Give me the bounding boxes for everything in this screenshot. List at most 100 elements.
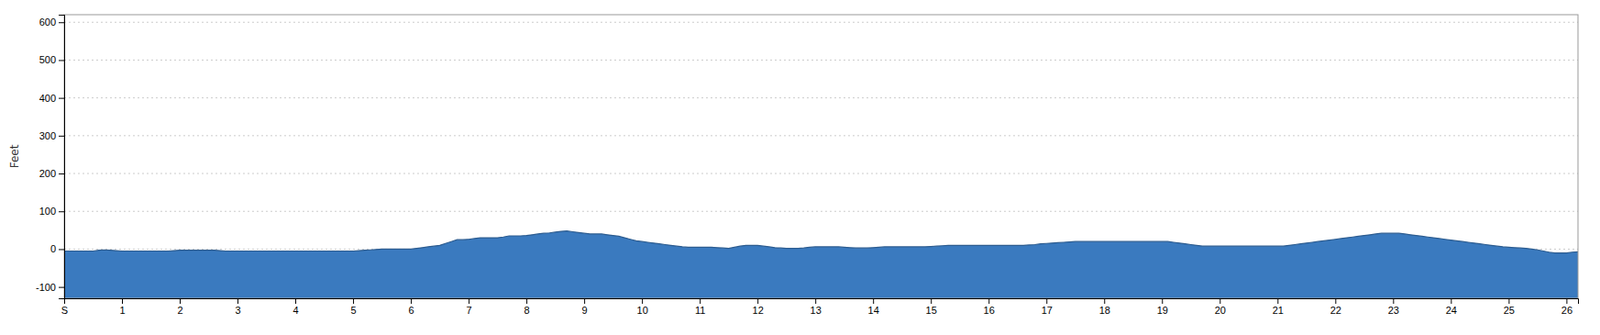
y-tick-mark: [58, 248, 65, 250]
y-tick-label: 100: [39, 205, 56, 217]
x-tick: 16: [983, 297, 995, 316]
x-tick-mark: [1508, 297, 1510, 304]
grid-line: [64, 173, 1578, 175]
x-tick: 25: [1503, 297, 1515, 316]
y-tick-mark: [58, 135, 65, 137]
x-tick-mark: [872, 297, 874, 304]
x-tick-mark: [815, 297, 817, 304]
x-tick-mark: [1335, 297, 1336, 304]
x-tick: S: [61, 297, 68, 316]
y-tick-label: 300: [39, 130, 56, 142]
x-axis: S123456789101112131415161718192021222324…: [61, 297, 1579, 316]
chart: S123456789101112131415161718192021222324…: [0, 0, 1600, 335]
x-tick: 23: [1388, 297, 1400, 316]
x-tick: 12: [752, 297, 764, 316]
grid-line: [64, 97, 1578, 99]
x-axis-line: [65, 298, 1579, 305]
y-tick-mark: [58, 59, 65, 61]
elevation-line: [64, 231, 1578, 254]
y-axis-line: [58, 15, 66, 299]
x-tick-label: 6: [408, 304, 415, 316]
plot: S123456789101112131415161718192021222324…: [35, 14, 1579, 316]
y-tick: 500: [39, 54, 65, 66]
x-tick-label: 2: [176, 304, 183, 316]
x-tick-mark: [584, 297, 585, 304]
x-tick-mark: [1219, 297, 1221, 304]
data-area: [64, 231, 1578, 298]
x-tick-label: 14: [868, 304, 880, 316]
x-tick: 4: [292, 297, 298, 316]
y-tick-label: -100: [35, 281, 56, 293]
x-tick-label: 3: [234, 304, 241, 316]
y-tick: 100: [39, 205, 65, 217]
y-axis-title: Feet: [8, 143, 22, 168]
x-tick: 6: [408, 297, 415, 316]
y-tick: 400: [39, 92, 65, 104]
x-tick-label: 19: [1157, 304, 1169, 316]
x-tick-mark: [988, 297, 990, 304]
x-tick-label: 15: [926, 304, 938, 316]
x-tick-label: 11: [695, 304, 706, 316]
x-tick-mark: [641, 297, 643, 304]
x-tick: 13: [810, 297, 822, 316]
x-tick: 18: [1099, 297, 1111, 316]
x-tick-label: 4: [292, 304, 298, 316]
x-tick-mark: [1161, 297, 1163, 304]
x-tick-label: 18: [1099, 304, 1111, 316]
x-tick-mark: [1392, 297, 1394, 304]
x-tick-mark: [757, 297, 759, 304]
x-tick-label: 20: [1214, 304, 1226, 316]
x-tick-label: 23: [1388, 304, 1400, 316]
grid-line: [64, 22, 1578, 23]
x-tick-mark: [353, 297, 354, 304]
y-tick-label: 500: [39, 54, 56, 66]
x-tick-mark: [237, 297, 239, 304]
x-tick-mark: [1103, 297, 1105, 304]
x-tick-label: 1: [119, 304, 125, 316]
x-tick: 8: [524, 297, 530, 316]
x-tick-mark: [295, 297, 297, 304]
x-tick: 22: [1330, 297, 1342, 316]
grid-line: [64, 59, 1578, 61]
y-tick-mark: [58, 286, 65, 288]
y-tick-mark: [58, 173, 65, 175]
x-tick: 2: [176, 297, 183, 316]
y-tick: 0: [50, 242, 65, 254]
grid-line: [64, 134, 1578, 136]
x-tick-label: 21: [1272, 304, 1284, 316]
x-tick: 20: [1214, 297, 1226, 316]
y-tick: 600: [39, 16, 65, 28]
y-tick-label: 200: [39, 167, 56, 179]
x-tick: 11: [695, 297, 706, 316]
y-tick: 300: [39, 130, 65, 142]
x-tick-label: 5: [351, 304, 357, 316]
x-tick-label: 13: [810, 304, 822, 316]
x-tick: 17: [1041, 297, 1053, 316]
y-tick-mark: [58, 210, 65, 212]
x-tick: 3: [234, 297, 241, 316]
x-tick-mark: [1450, 297, 1452, 304]
x-tick-mark: [526, 297, 528, 304]
x-tick-label: 17: [1041, 304, 1053, 316]
x-tick: 9: [582, 297, 588, 316]
y-tick-mark: [58, 22, 65, 23]
grid-line: [64, 210, 1578, 212]
x-tick-mark: [1277, 297, 1279, 304]
x-tick: 26: [1561, 297, 1573, 316]
x-tick: 7: [466, 297, 473, 316]
x-tick-label: 8: [524, 304, 530, 316]
x-tick-label: 24: [1445, 304, 1457, 316]
x-tick-label: 25: [1503, 304, 1515, 316]
y-axis: -100 0 100 200 300 400 500 600: [35, 15, 66, 299]
x-tick-mark: [121, 297, 123, 304]
x-tick-mark: [468, 297, 470, 304]
x-tick: 14: [868, 297, 880, 316]
x-tick-label: 7: [466, 304, 473, 316]
x-tick: 24: [1445, 297, 1457, 316]
x-tick-label: 16: [983, 304, 995, 316]
y-tick: 200: [39, 167, 65, 179]
x-tick: 10: [637, 297, 649, 316]
x-tick: 15: [926, 297, 938, 316]
x-tick-label: S: [61, 304, 68, 316]
x-tick: 19: [1157, 297, 1169, 316]
